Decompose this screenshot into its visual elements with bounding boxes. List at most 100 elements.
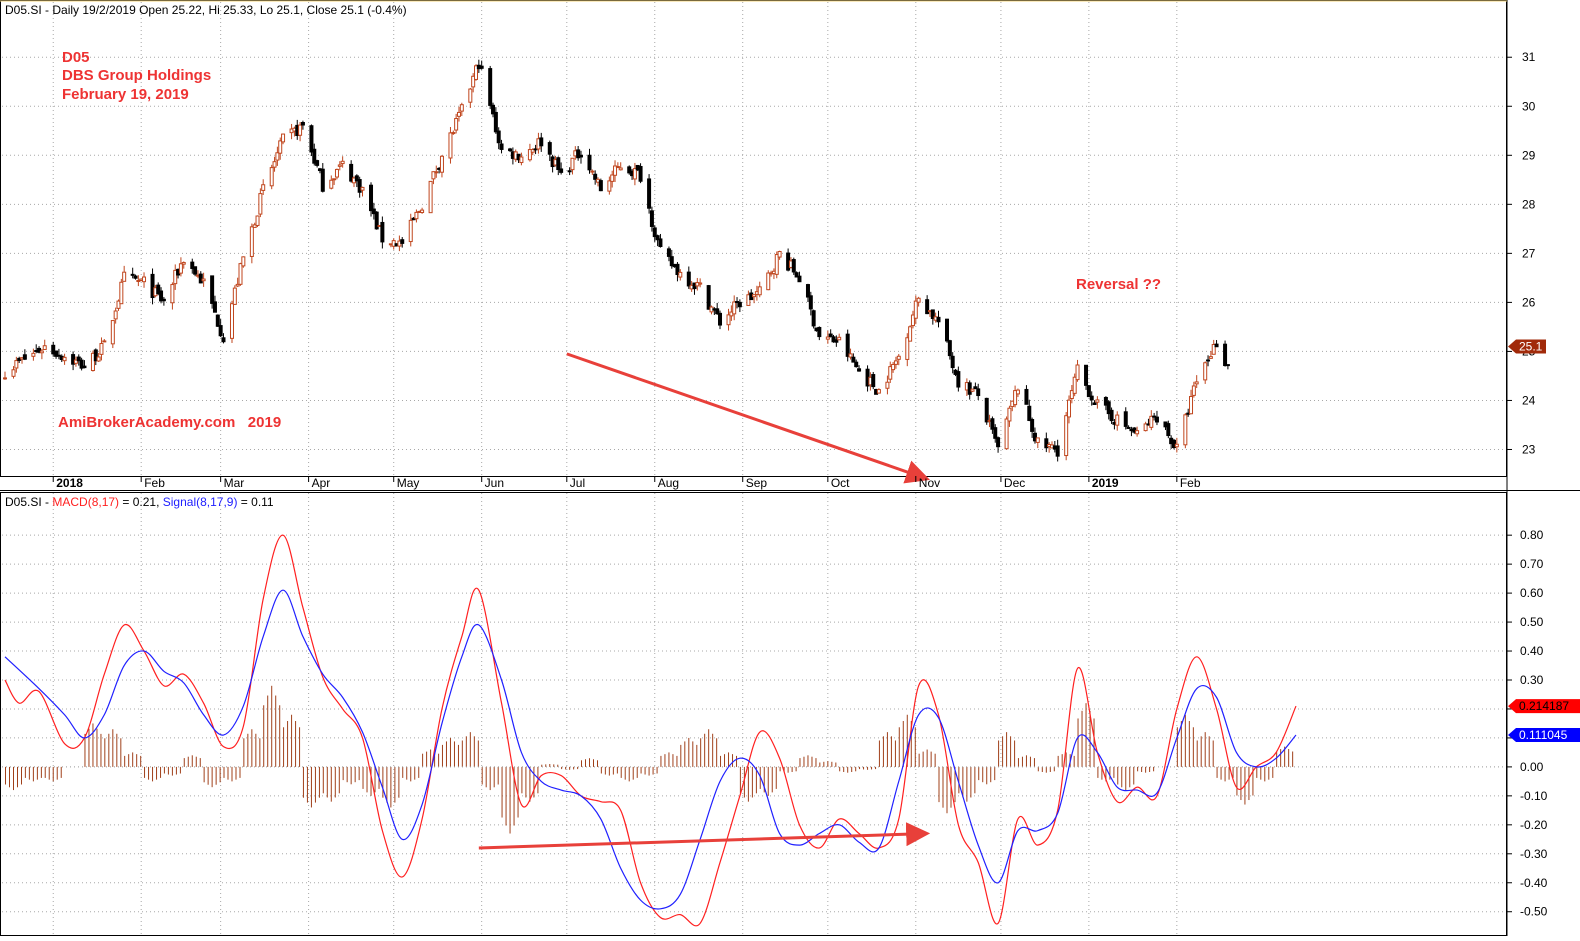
candle-body [876, 389, 881, 394]
candle-body [649, 210, 654, 227]
candle-body [371, 208, 376, 215]
candle-body [113, 310, 118, 320]
candle-body [210, 275, 215, 304]
candle-body [851, 356, 856, 363]
candle-body [647, 178, 652, 209]
candle-body [632, 168, 637, 180]
candle-body [825, 336, 830, 340]
candle-body [241, 256, 246, 267]
price-y-tick-label: 27 [1522, 246, 1536, 260]
macd-y-tick-label: -0.10 [1520, 789, 1548, 803]
candle-body [718, 312, 723, 326]
candle-body [3, 377, 7, 380]
candle-body [910, 314, 915, 327]
candle-body [1030, 418, 1035, 432]
candle-body [269, 167, 274, 187]
candle-body [119, 281, 124, 305]
x-tick-label: Sep [746, 476, 768, 490]
annotation-reversal: Reversal ?? [1076, 276, 1161, 293]
candle-body [249, 226, 254, 257]
candle-body [454, 118, 459, 131]
candle-body [479, 65, 484, 69]
candle-body [618, 167, 623, 171]
candle-body [1211, 344, 1216, 355]
candle-body [380, 221, 385, 243]
annotation-watermark: AmiBrokerAcademy.com 2019 [58, 414, 281, 431]
candle-body [122, 271, 127, 282]
macd-y-tick-label: -0.50 [1520, 905, 1548, 919]
candle-body [925, 299, 930, 315]
price-pane-frame [0, 0, 1507, 477]
candle-body [675, 263, 680, 275]
x-tick-label: Apr [312, 476, 331, 490]
candle-body [320, 168, 325, 192]
candle-body [96, 356, 101, 362]
candle-body [190, 261, 195, 269]
macd-y-tick-label: 0.50 [1520, 615, 1544, 629]
candle-body [857, 368, 862, 372]
candle-body [567, 170, 572, 173]
candle-body [93, 349, 98, 362]
grid-layer [2, 2, 1506, 935]
candle-body [178, 263, 183, 274]
candle-body [1126, 426, 1131, 429]
candle-body [82, 365, 87, 369]
candle-body [229, 303, 234, 339]
candle-body [1089, 395, 1094, 401]
candle-body [1013, 390, 1018, 406]
candle-body [658, 238, 663, 248]
candle-body [547, 142, 552, 155]
candle-body [212, 301, 217, 313]
candle-body [1194, 381, 1199, 385]
candle-body [496, 130, 501, 144]
candle-body [945, 318, 950, 342]
candle-body [706, 285, 711, 310]
candle-body [508, 148, 513, 152]
macd-line [4, 534, 1297, 927]
candle-body [428, 180, 433, 214]
candle-body [607, 180, 612, 192]
candle-body [1149, 415, 1154, 428]
candle-body [499, 143, 504, 150]
candle-body [752, 294, 757, 298]
candle-body [221, 337, 226, 343]
candle-body [1203, 362, 1208, 381]
candle-body [539, 137, 544, 147]
candle-body [471, 75, 476, 88]
candle-body [102, 340, 107, 343]
macd-y-tick-label: 0.60 [1520, 586, 1544, 600]
candle-body [73, 359, 78, 364]
candle-body [1223, 343, 1228, 367]
candle-body [1143, 423, 1148, 432]
price-y-tick-label: 26 [1522, 295, 1536, 309]
x-tick-label: Oct [831, 476, 850, 490]
candle-body [116, 300, 121, 309]
candle-body [669, 256, 674, 267]
candle-body [837, 336, 842, 341]
candle-body [298, 124, 303, 136]
candle-body [576, 149, 581, 159]
candle-body [996, 437, 1001, 448]
candle-body [1069, 390, 1074, 399]
candle-body [715, 308, 720, 315]
candle-body [527, 149, 532, 161]
candle-body [456, 111, 461, 117]
macd-y-tick-label: 0.30 [1520, 673, 1544, 687]
candle-body [1067, 399, 1072, 418]
candle-body [218, 325, 223, 337]
candle-body [848, 353, 853, 358]
candle-body [638, 166, 643, 182]
candle-body [967, 382, 972, 395]
candle-body [71, 354, 76, 365]
candle-body [908, 326, 913, 342]
candle-body [973, 386, 978, 390]
candle-body [746, 294, 751, 306]
price-y-tick-label: 28 [1522, 197, 1536, 211]
candle-body [161, 298, 166, 302]
candle-body [14, 360, 19, 369]
candle-body [950, 355, 955, 369]
candle-body [1135, 430, 1140, 435]
candle-body [431, 171, 436, 180]
candle-body [334, 168, 339, 178]
candle-body [893, 360, 898, 365]
